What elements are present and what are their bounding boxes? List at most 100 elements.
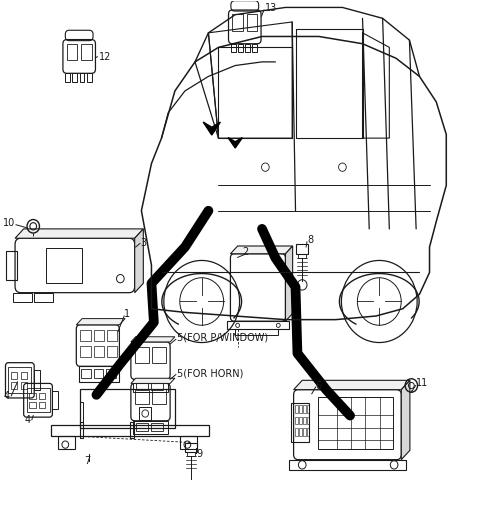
Text: 1: 1	[124, 309, 130, 319]
Polygon shape	[76, 319, 125, 325]
Bar	[299, 417, 302, 424]
Text: 6: 6	[316, 381, 322, 391]
Bar	[291, 402, 310, 441]
Polygon shape	[131, 378, 175, 383]
Bar	[303, 428, 306, 436]
Bar	[235, 329, 278, 335]
Bar	[11, 382, 17, 389]
Bar	[238, 44, 243, 52]
Bar	[107, 330, 118, 342]
Bar	[303, 405, 306, 413]
Bar	[67, 44, 77, 60]
Bar	[21, 372, 27, 379]
Bar	[80, 346, 91, 357]
Polygon shape	[203, 122, 220, 135]
Bar	[6, 251, 17, 280]
Bar	[79, 366, 120, 382]
Bar	[152, 388, 166, 404]
Bar	[151, 423, 163, 431]
Bar	[303, 417, 306, 424]
Bar	[180, 436, 197, 449]
Bar	[107, 346, 118, 357]
Bar	[135, 347, 149, 362]
Bar	[297, 244, 308, 254]
Text: 11: 11	[416, 379, 428, 388]
Text: 13: 13	[265, 4, 277, 14]
Bar	[39, 393, 45, 399]
Bar	[295, 428, 298, 436]
Bar	[307, 428, 310, 436]
Text: 3: 3	[141, 238, 146, 249]
Polygon shape	[135, 229, 144, 293]
Polygon shape	[286, 246, 293, 321]
Bar	[81, 44, 92, 60]
Bar	[72, 73, 77, 82]
Bar	[46, 248, 82, 283]
Bar	[12, 293, 32, 302]
Bar	[58, 436, 75, 449]
Bar	[34, 370, 40, 390]
Text: 4: 4	[3, 391, 9, 401]
Text: 5(FOR P/WINDOW): 5(FOR P/WINDOW)	[177, 333, 268, 343]
Bar	[80, 388, 175, 427]
Bar	[152, 347, 166, 362]
Bar	[8, 367, 31, 393]
Text: 2: 2	[242, 247, 248, 257]
Bar	[187, 452, 195, 456]
Bar	[227, 321, 289, 329]
Bar	[51, 425, 209, 436]
Bar	[136, 381, 148, 389]
Bar	[231, 44, 236, 52]
Bar	[87, 73, 92, 82]
Polygon shape	[228, 138, 242, 148]
Bar	[140, 407, 152, 420]
Text: 4: 4	[24, 415, 31, 425]
Bar	[135, 388, 149, 404]
Bar	[318, 397, 393, 449]
Bar	[106, 369, 116, 378]
Bar	[136, 423, 148, 431]
Text: 5(FOR HORN): 5(FOR HORN)	[177, 368, 243, 378]
Bar	[130, 422, 134, 438]
Bar	[29, 402, 36, 408]
Bar	[247, 14, 257, 31]
Bar	[80, 73, 84, 82]
Bar	[29, 393, 36, 399]
Bar	[185, 443, 197, 452]
Bar	[80, 401, 84, 422]
Bar	[94, 330, 104, 342]
Bar	[26, 387, 49, 412]
Bar	[307, 405, 310, 413]
Bar	[295, 417, 298, 424]
Text: 7: 7	[84, 456, 91, 466]
Bar	[52, 391, 58, 409]
Bar	[299, 254, 306, 258]
Bar	[151, 381, 163, 389]
Bar	[21, 382, 27, 389]
Text: 8: 8	[307, 235, 313, 245]
Bar	[133, 379, 168, 392]
Polygon shape	[294, 380, 410, 389]
Bar	[289, 460, 406, 470]
Bar	[133, 421, 168, 434]
Polygon shape	[15, 229, 144, 238]
Text: 12: 12	[99, 51, 111, 62]
Bar	[299, 405, 302, 413]
Bar	[299, 428, 302, 436]
Bar	[65, 73, 70, 82]
Bar	[295, 405, 298, 413]
Bar	[80, 422, 84, 438]
Bar	[307, 417, 310, 424]
Polygon shape	[401, 380, 410, 460]
Bar	[94, 369, 103, 378]
Bar	[11, 372, 17, 379]
Bar	[80, 330, 91, 342]
Polygon shape	[230, 246, 293, 254]
Bar	[34, 293, 53, 302]
Bar	[245, 44, 250, 52]
Text: 10: 10	[3, 218, 15, 228]
Bar	[252, 44, 257, 52]
Bar	[39, 402, 45, 408]
Polygon shape	[131, 337, 175, 342]
Bar	[94, 346, 104, 357]
